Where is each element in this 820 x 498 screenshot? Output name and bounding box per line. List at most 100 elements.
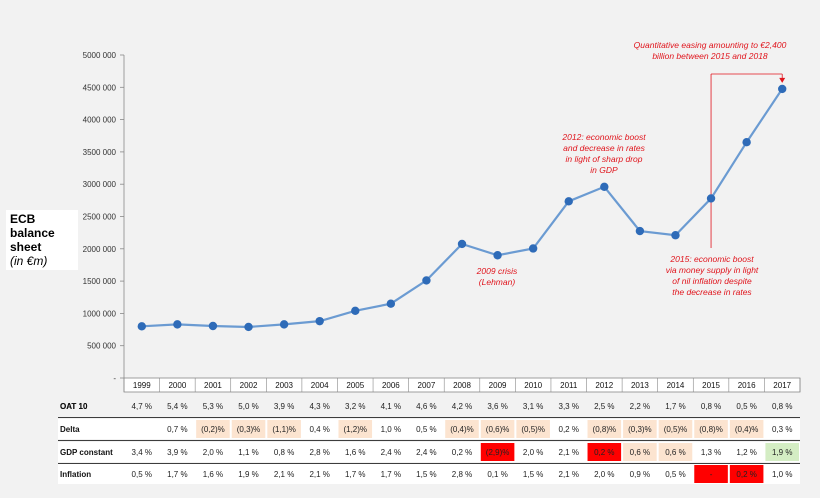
table-cell-value: 4,6 % — [416, 402, 436, 411]
y-axis-label-line1: ECB — [10, 212, 36, 226]
table-cell-value: 0,5 % — [736, 402, 756, 411]
table-cell-value: 2,0 % — [523, 448, 543, 457]
table-cell-bg — [694, 420, 728, 438]
qe-arrow-head — [779, 77, 786, 83]
x-tick-label: 2012 — [595, 381, 613, 390]
table-cell-value: 0,8 % — [701, 402, 721, 411]
y-tick-label: 4000 000 — [83, 116, 117, 125]
table-cell-value: 0,6 % — [630, 448, 650, 457]
y-tick-label: 1500 000 — [83, 277, 117, 286]
table-cell-value: 1,2 % — [736, 448, 756, 457]
table-cell-value: 3,1 % — [523, 402, 543, 411]
table-cell-value: (1,2)% — [343, 425, 367, 434]
x-tick-label: 2004 — [311, 381, 329, 390]
table-cell-value: 3,3 % — [559, 402, 579, 411]
table-cell-value: 5,3 % — [203, 402, 223, 411]
data-point — [600, 182, 609, 191]
x-tick-label: 2015 — [702, 381, 720, 390]
x-tick-label: 2007 — [418, 381, 436, 390]
table-cell-value: 0,7 % — [167, 425, 187, 434]
table-cell-value: 4,3 % — [309, 402, 329, 411]
table-cell-value: 1,7 % — [345, 470, 365, 479]
table-cell-value: 2,8 % — [309, 448, 329, 457]
table-cell-value: 2,4 % — [416, 448, 436, 457]
table-cell-value: 0,6 % — [665, 448, 685, 457]
table-cell-value: 0,3 % — [772, 425, 792, 434]
annotation-2012-line: and decrease in rates — [563, 143, 645, 153]
y-axis-label-unit: (in €m) — [10, 254, 48, 268]
table-cell-bg — [765, 443, 799, 461]
table-cell-value: 1,0 % — [772, 470, 792, 479]
table-cell-value: 0,8 % — [772, 402, 792, 411]
qe-annotation-line: billion between 2015 and 2018 — [652, 51, 768, 61]
table-cell-value: 1,5 % — [523, 470, 543, 479]
x-tick-label: 2010 — [524, 381, 542, 390]
data-point — [706, 194, 716, 203]
table-row-label-fg: GDP constant — [60, 448, 113, 457]
table-cell-value: 5,0 % — [238, 402, 258, 411]
y-axis-label: ECB balance sheet (in €m) — [6, 210, 78, 270]
y-tick-label: 4500 000 — [83, 83, 117, 92]
table-cell-value: 1,9 % — [772, 448, 792, 457]
table-cell-bg — [729, 420, 764, 438]
x-tick-label: 1999 — [133, 381, 151, 390]
table-cell-value: 2,4 % — [381, 448, 401, 457]
table-cell-value: 2,0 % — [203, 448, 223, 457]
annotation-2009-line: 2009 crisis — [476, 266, 518, 276]
table-cell-value: 1,7 % — [167, 470, 187, 479]
table-cell-value: (0,3)% — [237, 425, 261, 434]
data-point — [422, 276, 431, 285]
table-cell-value: 1,6 % — [345, 448, 365, 457]
data-point — [208, 321, 218, 331]
table-cell-value: 2,8 % — [452, 470, 472, 479]
data-point — [279, 320, 289, 329]
table-cell-value: (0,6)% — [486, 425, 510, 434]
table-cell-value: 1,1 % — [238, 448, 258, 457]
annotation-2012-line: 2012: economic boost — [561, 132, 646, 142]
table-cell-value: 0,9 % — [630, 470, 650, 479]
x-tick-label: 2017 — [773, 381, 791, 390]
table-cell-value: 0,5 % — [665, 470, 685, 479]
data-point — [173, 320, 182, 329]
table-cell-value: 1,5 % — [416, 470, 436, 479]
table-cell-value: (0,4)% — [735, 425, 759, 434]
table-cell-value: 1,0 % — [381, 425, 401, 434]
table-cell-value: 0,2 % — [559, 425, 579, 434]
x-tick-label: 2003 — [275, 381, 293, 390]
table-cell-value: 5,4 % — [167, 402, 187, 411]
y-tick-label: 5000 000 — [83, 51, 117, 60]
y-tick-label: 2500 000 — [83, 213, 117, 222]
table-cell-value: 0,2 % — [736, 470, 756, 479]
table-cell-bg — [729, 465, 764, 483]
y-tick-label: 1000 000 — [83, 309, 117, 318]
data-point — [351, 306, 360, 316]
data-point — [315, 316, 324, 326]
table-cell-value: 0,2 % — [452, 448, 472, 457]
table-cell-value: 0,8 % — [274, 448, 294, 457]
data-point — [564, 197, 573, 206]
annotation-2015-line: via money supply in light — [666, 265, 759, 275]
x-tick-label: 2009 — [489, 381, 507, 390]
table-cell-value: 2,1 % — [309, 470, 329, 479]
table-cell-value: 1,7 % — [381, 470, 401, 479]
y-tick-label: 2000 000 — [83, 245, 117, 254]
x-tick-label: 2006 — [382, 381, 400, 390]
y-axis-label-line2: balance — [10, 226, 55, 240]
y-tick-label: 500 000 — [87, 342, 116, 351]
table-cell-bg — [658, 420, 693, 438]
annotation-2009-line: (Lehman) — [479, 277, 516, 287]
table-cell-value: 2,1 % — [559, 470, 579, 479]
table-cell-value: (0,3)% — [628, 425, 652, 434]
table-cell-bg — [267, 420, 301, 438]
table-row-label-fg: Delta — [60, 425, 80, 434]
table-cell-value: 0,4 % — [309, 425, 329, 434]
table-cell-value: 3,4 % — [132, 448, 152, 457]
table-cell-value: 1,9 % — [238, 470, 258, 479]
data-point — [671, 231, 680, 240]
table-cell-value: 1,7 % — [665, 402, 685, 411]
x-tick-label: 2001 — [204, 381, 222, 390]
table-row-bg — [58, 464, 800, 484]
x-tick-label: 2002 — [240, 381, 258, 390]
table-cell-value: 0,2 % — [594, 448, 614, 457]
